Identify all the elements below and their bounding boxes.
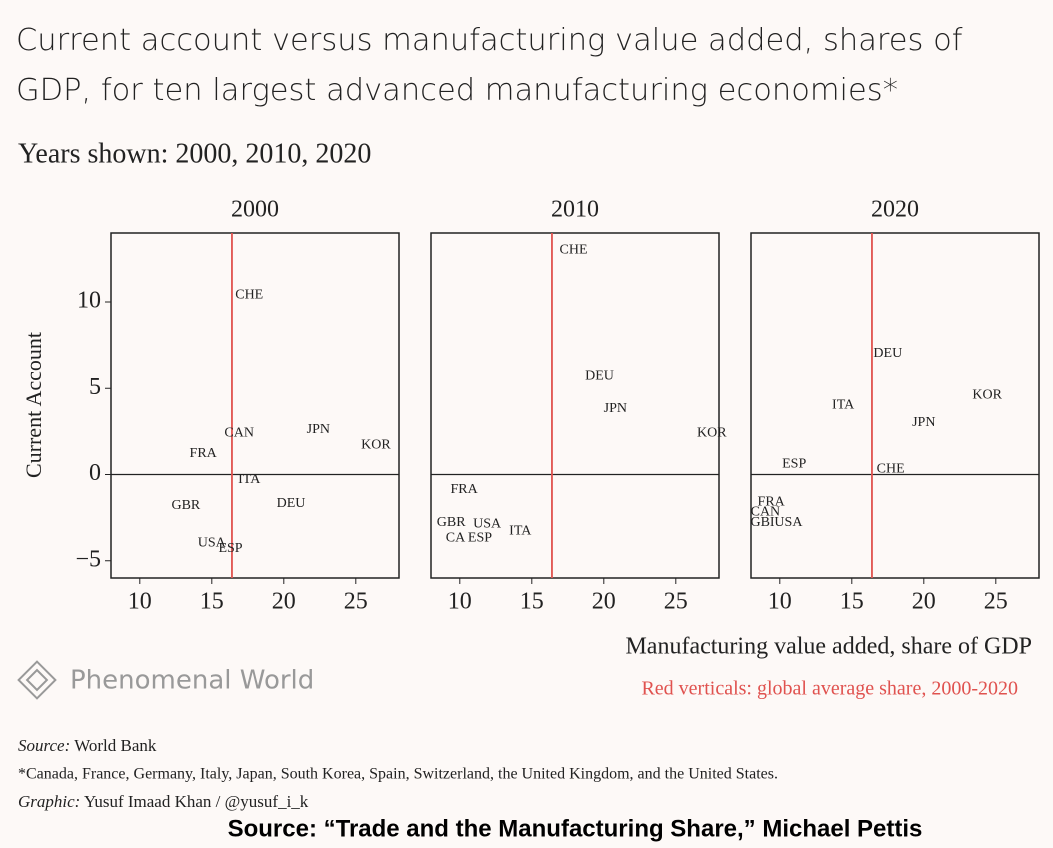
source-label: Source: (18, 736, 70, 755)
point-label: DEU (873, 346, 902, 361)
point-label: ESP (468, 531, 492, 546)
point-label: JPN (604, 401, 627, 416)
x-tick-label: 20 (912, 589, 936, 615)
chart-title: Current account versus manufacturing val… (16, 23, 963, 108)
panel-title: 2000 (231, 197, 279, 223)
point-label: KOR (972, 387, 1002, 402)
x-tick-label: 25 (664, 589, 688, 615)
x-tick-label: 15 (840, 589, 864, 615)
panel-title: 2020 (871, 197, 919, 223)
x-axis-label: Manufacturing value added, share of GDP (625, 634, 1032, 660)
x-tick-label: 25 (344, 589, 368, 615)
logo (17, 660, 57, 700)
point-label: USA (198, 536, 227, 551)
graphic: Graphic: Yusuf Imaad Khan / @yusuf_i_k (18, 792, 309, 811)
x-tick-label: 25 (984, 589, 1008, 615)
point-label: FRA (451, 482, 479, 497)
logo-icon (17, 660, 57, 700)
point-label: CA (446, 531, 466, 546)
x-tick-label: 10 (128, 589, 152, 615)
point-label: JPN (912, 415, 935, 430)
point-label: USA (473, 517, 502, 532)
point-label: GBR (171, 498, 200, 513)
point-label: GBR (437, 515, 466, 530)
point-label: ITA (238, 472, 261, 487)
point-label: CAN (751, 505, 781, 520)
credit: Source: “Trade and the Manufacturing Sha… (228, 815, 923, 842)
source-text: World Bank (74, 736, 157, 755)
plot-frame (430, 232, 720, 579)
source: Source: World Bank (18, 736, 157, 755)
subtitle: Years shown: 2000, 2010, 2020 (18, 138, 371, 169)
point-label: ITA (509, 524, 532, 539)
point-label: KOR (697, 425, 727, 440)
graphic-label: Graphic: (18, 792, 80, 811)
panel-title: 2010 (551, 197, 599, 223)
point-label: ESP (218, 541, 242, 556)
point-label: ITA (832, 398, 855, 413)
x-tick-label: 20 (272, 589, 296, 615)
y-tick-label: 0 (89, 460, 101, 486)
point-label: USA (774, 515, 803, 530)
point-label: CHE (560, 242, 588, 257)
x-tick-label: 15 (520, 589, 544, 615)
point-label: JPN (307, 422, 330, 437)
y-tick-label: −5 (75, 546, 101, 572)
point-label: CHE (877, 462, 905, 477)
logo-icon (25, 668, 49, 692)
point-label: DEU (585, 368, 614, 383)
point-label: KOR (361, 437, 391, 452)
y-tick-label: 10 (77, 288, 101, 314)
brand: Phenomenal World (70, 666, 314, 696)
point-label: ESP (782, 456, 806, 471)
point-label: GBI (750, 515, 774, 530)
point-label: DEU (277, 496, 306, 511)
point-label: FRA (758, 494, 786, 509)
plot-frame (110, 232, 400, 579)
point-label: CAN (224, 425, 254, 440)
x-tick-label: 10 (448, 589, 472, 615)
x-tick-label: 15 (200, 589, 224, 615)
x-tick-label: 20 (592, 589, 616, 615)
note: Red verticals: global average share, 200… (641, 678, 1018, 700)
x-tick-label: 10 (768, 589, 792, 615)
footnote: *Canada, France, Germany, Italy, Japan, … (18, 766, 778, 783)
point-label: FRA (190, 446, 218, 461)
point-label: CHE (235, 287, 263, 302)
plot-frame (750, 232, 1040, 579)
y-axis-label: Current Account (21, 332, 46, 478)
y-tick-label: 5 (89, 374, 101, 400)
graphic-text: Yusuf Imaad Khan / @yusuf_i_k (84, 792, 309, 811)
title-box: Current account versus manufacturing val… (16, 23, 963, 108)
